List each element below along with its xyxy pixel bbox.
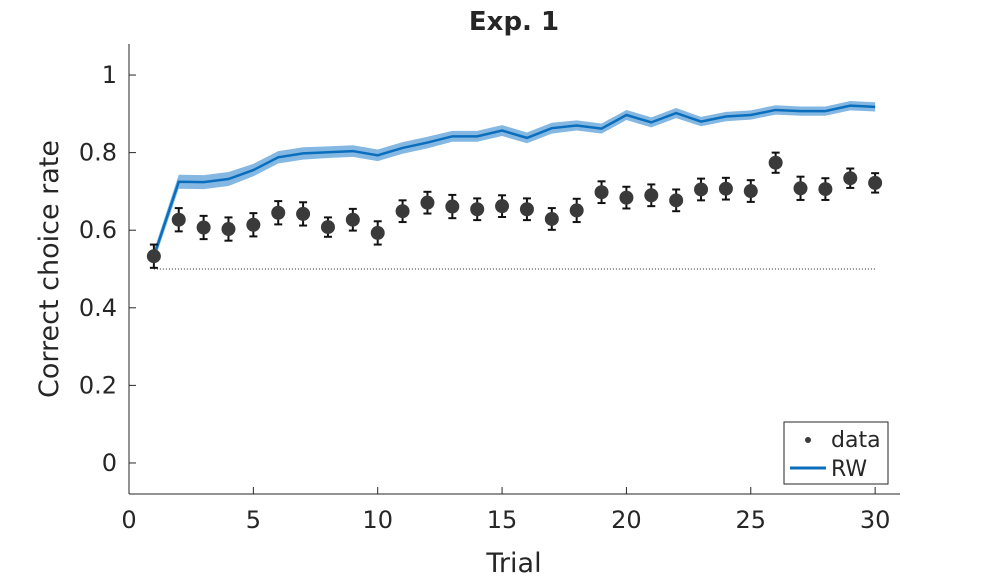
data-marker [718, 181, 733, 196]
data-point [171, 207, 186, 233]
plot-area [146, 101, 883, 270]
data-marker [818, 182, 833, 197]
data-point [345, 207, 360, 232]
x-tick-label: 15 [487, 506, 518, 534]
data-marker [370, 225, 385, 240]
x-ticks: 0 5 10 15 20 25 30 [121, 487, 890, 534]
data-point [669, 188, 684, 213]
data-point [743, 179, 758, 203]
data-point [768, 151, 783, 174]
data-point [694, 177, 709, 202]
data-marker [619, 190, 634, 205]
data-marker [271, 205, 286, 220]
x-tick-label: 10 [362, 506, 393, 534]
data-marker [196, 220, 211, 235]
data-marker [868, 175, 883, 190]
data-point [868, 172, 883, 194]
legend-label-rw: RW [831, 457, 867, 482]
y-axis-label: Correct choice rate [34, 140, 65, 398]
data-point [395, 199, 410, 224]
data-point [196, 214, 211, 241]
data-point [569, 197, 584, 224]
rw-series-line [152, 104, 876, 257]
data-point [718, 176, 733, 201]
data-marker [768, 155, 783, 170]
data-marker [146, 249, 161, 264]
data-marker [445, 199, 460, 214]
x-tick-label: 25 [736, 506, 767, 534]
data-point [818, 177, 833, 201]
rw-confidence-band [153, 101, 876, 263]
data-point [843, 167, 858, 189]
data-marker [171, 212, 186, 227]
data-point [420, 190, 435, 215]
y-tick-label: 0.2 [79, 371, 117, 399]
data-marker [669, 193, 684, 208]
data-point [221, 216, 236, 242]
data-marker [594, 185, 609, 200]
chart-title: Exp. 1 [469, 7, 559, 37]
data-point [146, 243, 161, 269]
data-marker [544, 211, 559, 226]
y-tick-label: 0.4 [79, 294, 117, 322]
legend-box [783, 421, 889, 485]
data-marker [420, 195, 435, 210]
x-tick-label: 20 [611, 506, 642, 534]
x-axis-label: Trial [485, 548, 541, 579]
data-marker [569, 203, 584, 218]
data-marker [345, 212, 360, 227]
data-marker [644, 188, 659, 203]
y-tick-label: 1 [102, 61, 117, 89]
data-marker [495, 199, 510, 214]
data-marker [519, 202, 534, 217]
data-point [470, 197, 485, 222]
y-tick-label: 0.6 [79, 216, 117, 244]
data-marker [246, 217, 261, 232]
data-marker [395, 204, 410, 219]
data-marker [793, 181, 808, 196]
legend-label-data: data [831, 428, 881, 453]
data-point [271, 200, 286, 226]
y-tick-label: 0 [102, 449, 117, 477]
data-point [544, 207, 559, 231]
data-point [644, 183, 659, 208]
data-point [370, 220, 385, 246]
legend: data RW [783, 421, 889, 485]
x-tick-label: 0 [121, 506, 136, 534]
data-marker [694, 182, 709, 197]
data-marker [843, 171, 858, 186]
data-marker [296, 206, 311, 221]
data-marker [470, 202, 485, 217]
data-point [495, 194, 510, 219]
y-ticks: 0 0.2 0.4 0.6 0.8 1 [79, 61, 136, 477]
data-marker [320, 220, 335, 235]
x-tick-label: 30 [860, 506, 891, 534]
y-tick-label: 0.8 [79, 139, 117, 167]
data-point [594, 180, 609, 205]
data-marker [743, 184, 758, 199]
data-point [793, 175, 808, 201]
data-point [296, 201, 311, 227]
legend-data-marker [805, 437, 811, 443]
data-point [445, 193, 460, 220]
data-point [519, 197, 534, 222]
data-point [320, 216, 335, 238]
data-point [619, 185, 634, 210]
data-marker [221, 222, 236, 237]
x-tick-label: 5 [246, 506, 261, 534]
data-point [246, 212, 261, 238]
